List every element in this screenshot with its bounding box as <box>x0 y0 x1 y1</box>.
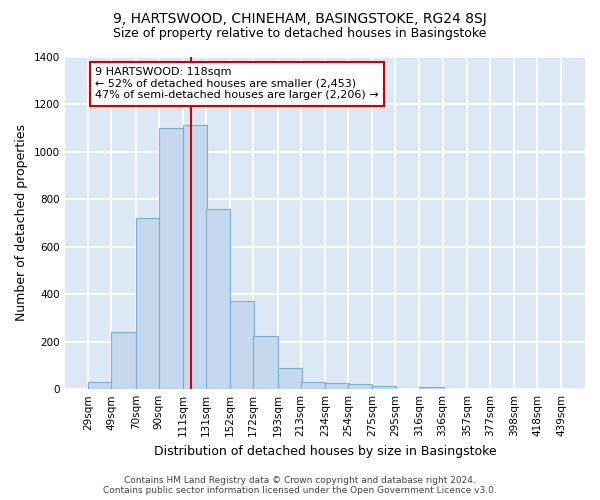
Bar <box>88 382 113 389</box>
Text: Size of property relative to detached houses in Basingstoke: Size of property relative to detached ho… <box>113 28 487 40</box>
Bar <box>183 126 207 389</box>
Bar <box>158 128 183 389</box>
Bar <box>253 336 278 389</box>
Bar <box>230 302 254 389</box>
Y-axis label: Number of detached properties: Number of detached properties <box>15 124 28 322</box>
Text: 9, HARTSWOOD, CHINEHAM, BASINGSTOKE, RG24 8SJ: 9, HARTSWOOD, CHINEHAM, BASINGSTOKE, RG2… <box>113 12 487 26</box>
Bar <box>372 386 397 389</box>
Bar <box>419 387 443 389</box>
Text: Contains HM Land Registry data © Crown copyright and database right 2024.
Contai: Contains HM Land Registry data © Crown c… <box>103 476 497 495</box>
Bar <box>112 332 136 389</box>
Text: 9 HARTSWOOD: 118sqm
← 52% of detached houses are smaller (2,453)
47% of semi-det: 9 HARTSWOOD: 118sqm ← 52% of detached ho… <box>95 67 379 100</box>
Bar <box>348 384 372 389</box>
Bar <box>301 382 325 389</box>
Bar <box>136 218 160 389</box>
Bar <box>278 368 302 389</box>
X-axis label: Distribution of detached houses by size in Basingstoke: Distribution of detached houses by size … <box>154 444 496 458</box>
Bar <box>325 383 349 389</box>
Bar <box>206 208 230 389</box>
